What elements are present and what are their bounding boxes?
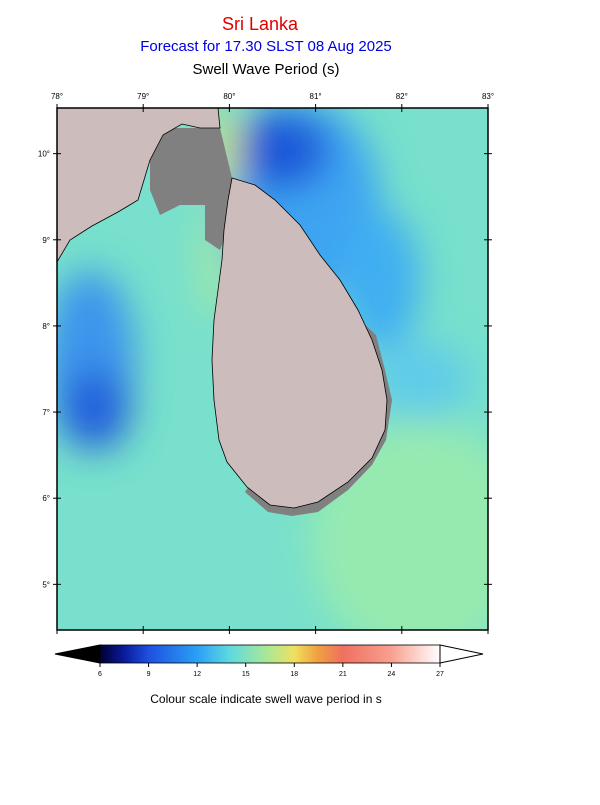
- lon-tick-label: 81°: [310, 92, 322, 101]
- colorbar-tick-label: 6: [98, 671, 102, 678]
- lat-tick-label: 8°: [42, 322, 50, 331]
- lon-tick-label: 82°: [396, 92, 408, 101]
- colorbar-tick-label: 24: [388, 671, 396, 678]
- colorbar-tick-label: 18: [290, 671, 298, 678]
- colorbar-tick-label: 12: [193, 671, 201, 678]
- colorbar-tick-label: 15: [242, 671, 250, 678]
- graticule: 78° 79° 80° 81° 82° 83° 10° 9° 8° 7° 6° 5°: [38, 92, 494, 634]
- colorbar: [99, 644, 441, 664]
- variable: Swell Wave Period (s): [193, 61, 340, 78]
- lat-tick-label: 10°: [38, 150, 50, 159]
- colorbar-tick-label: 21: [339, 671, 347, 678]
- lat-tick-label: 5°: [42, 580, 50, 589]
- colorbar-under-arrow: [54, 644, 101, 664]
- lat-tick-label: 9°: [42, 236, 50, 245]
- lon-tick-label: 78°: [51, 92, 63, 101]
- subtitle: Forecast for 17.30 SLST 08 Aug 2025: [140, 38, 392, 55]
- map-frame: [56, 107, 489, 631]
- colorbar-tick-label: 9: [147, 671, 151, 678]
- lat-tick-label: 6°: [42, 494, 50, 503]
- colorbar-caption: Colour scale indicate swell wave period …: [150, 692, 381, 706]
- lon-tick-label: 79°: [137, 92, 149, 101]
- colorbar-tick-label: 27: [436, 671, 444, 678]
- lon-tick-label: 80°: [223, 92, 235, 101]
- colorbar-over-arrow: [439, 644, 484, 664]
- title: Sri Lanka: [222, 14, 299, 34]
- field: [57, 108, 488, 630]
- lon-tick-label: 83°: [482, 92, 494, 101]
- lat-tick-label: 7°: [42, 408, 50, 417]
